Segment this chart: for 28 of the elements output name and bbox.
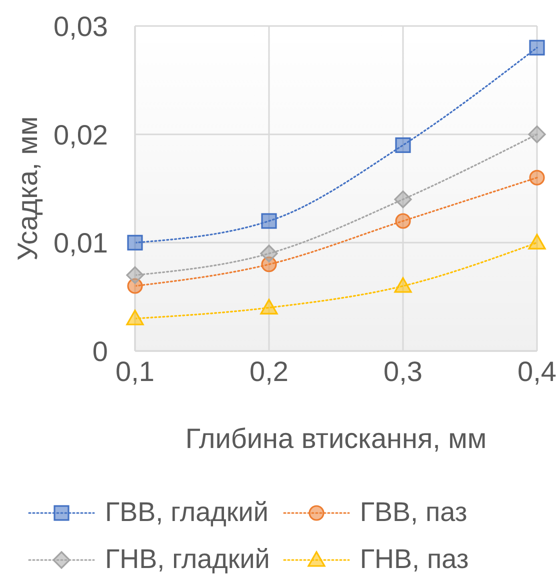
point — [126, 266, 144, 284]
legend-label: ГНВ, паз — [360, 544, 469, 575]
y-tick-label: 0 — [92, 336, 108, 367]
legend-label: ГВВ, гладкий — [105, 497, 268, 528]
x-tick-label: 0,1 — [116, 356, 154, 387]
x-tick-label: 0,2 — [250, 356, 288, 387]
y-tick-label: 0,03 — [54, 10, 108, 42]
y-axis-title: Усадка, мм — [12, 116, 42, 261]
point — [127, 234, 143, 250]
point — [394, 190, 412, 208]
point — [394, 277, 412, 293]
point — [126, 310, 144, 326]
legend-label: ГНВ, гладкий — [105, 544, 270, 575]
point — [395, 137, 411, 153]
point — [528, 126, 546, 144]
point — [529, 40, 545, 56]
point — [395, 213, 411, 229]
point — [260, 298, 278, 314]
x-axis-title: Глибина втискання, мм — [185, 422, 487, 454]
x-tick-label: 0,4 — [518, 356, 556, 387]
x-tick-label: 0,3 — [384, 356, 422, 387]
point — [529, 170, 545, 186]
legend-label: ГВВ, паз — [360, 497, 468, 528]
point — [260, 244, 278, 262]
y-tick-label: 0,01 — [54, 228, 108, 259]
point — [528, 234, 546, 250]
point — [261, 213, 277, 229]
y-tick-label: 0,02 — [54, 119, 108, 150]
